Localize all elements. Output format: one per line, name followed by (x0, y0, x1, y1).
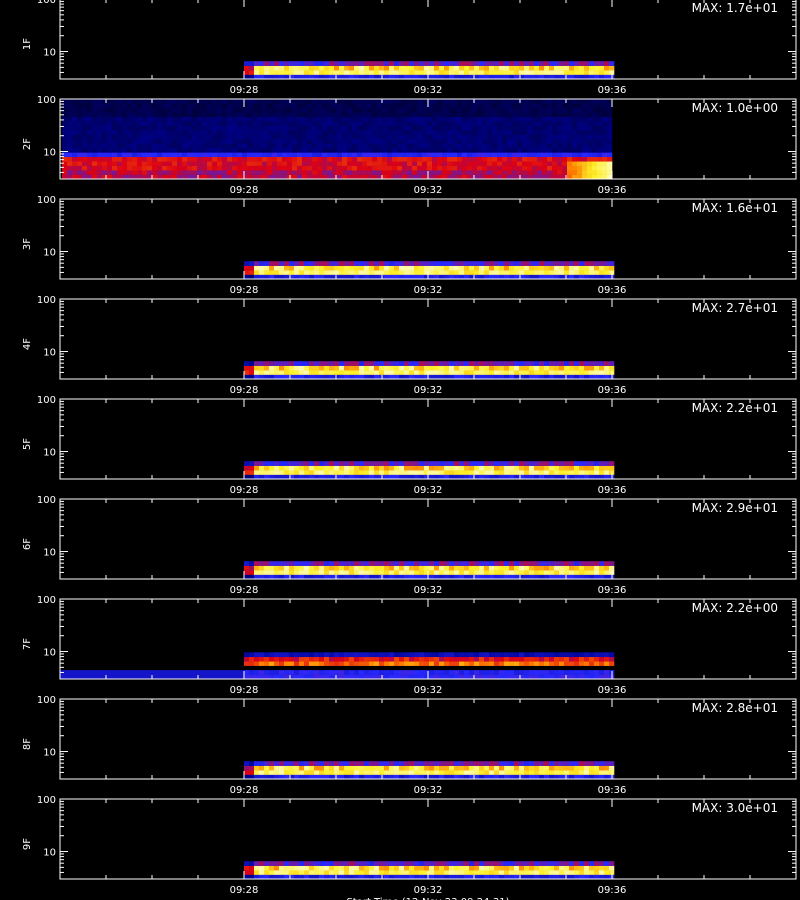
x-tick-label: 09:32 (414, 185, 443, 196)
max-label: MAX: 1.0e+00 (692, 101, 778, 115)
x-tick-label: 09:28 (230, 885, 259, 896)
y-tick-label: 10 (43, 648, 56, 659)
x-tick-label: 09:32 (414, 685, 443, 696)
x-tick-label: 09:28 (230, 485, 259, 496)
x-tick-label: 09:36 (598, 385, 627, 396)
panel-name: 7F (22, 638, 33, 650)
max-label: MAX: 1.7e+01 (692, 1, 778, 15)
panel-4f: 10 100 09:28 09:32 09:36 4F MAX: 2.7e+01 (22, 295, 797, 396)
x-tick-label: 09:28 (230, 385, 259, 396)
max-label: MAX: 2.7e+01 (692, 301, 778, 315)
heatmap-cells (244, 261, 615, 280)
y-tick-label: 10 (43, 748, 56, 759)
x-tick-label: 09:36 (598, 185, 627, 196)
x-tick-label: 09:36 (598, 485, 627, 496)
panel-5f: 10 100 09:28 09:32 09:36 5F MAX: 2.2e+01 (22, 395, 797, 496)
panel-name: 4F (22, 338, 33, 350)
y-tick-label: 100 (37, 295, 56, 306)
y-tick-label: 10 (43, 348, 56, 359)
heatmap-cells (244, 461, 615, 480)
panel-name: 1F (22, 38, 33, 50)
panel-1f: 10 100 09:28 09:32 09:36 1F MAX: 1.7e+01 (22, 0, 797, 96)
x-tick-label: 09:36 (598, 685, 627, 696)
y-tick-label: 100 (37, 595, 56, 606)
panel-8f: 10 100 09:28 09:32 09:36 8F MAX: 2.8e+01 (22, 695, 797, 796)
x-tick-label: 09:36 (598, 585, 627, 596)
heatmap-cells (244, 361, 615, 380)
panel-2f: 10 100 09:28 09:32 09:36 2F MAX: 1.0e+00 (22, 95, 797, 196)
y-tick-label: 10 (43, 548, 56, 559)
y-tick-label: 100 (37, 0, 56, 6)
max-label: MAX: 2.8e+01 (692, 701, 778, 715)
heatmap-cells (244, 61, 615, 80)
panel-name: 2F (22, 138, 33, 150)
y-tick-label: 100 (37, 495, 56, 506)
max-label: MAX: 1.6e+01 (692, 201, 778, 215)
y-tick-label: 100 (37, 195, 56, 206)
panel-name: 5F (22, 438, 33, 450)
x-tick-label: 09:28 (230, 185, 259, 196)
max-label: MAX: 3.0e+01 (692, 801, 778, 815)
max-label: MAX: 2.2e+00 (692, 601, 778, 615)
heatmap-cells (244, 761, 615, 780)
x-tick-label: 09:36 (598, 885, 627, 896)
panel-9f: 10 100 09:28 09:32 09:36 9F MAX: 3.0e+01 (22, 795, 797, 896)
panel-6f: 10 100 09:28 09:32 09:36 6F MAX: 2.9e+01 (22, 495, 797, 596)
max-label: MAX: 2.2e+01 (692, 401, 778, 415)
heatmap-cells (244, 861, 615, 880)
x-tick-label: 09:28 (230, 685, 259, 696)
x-tick-label: 09:36 (598, 85, 627, 96)
panel-7f: 10 100 09:28 09:32 09:36 7F MAX: 2.2e+00 (22, 595, 797, 696)
x-tick-label: 09:28 (230, 285, 259, 296)
x-tick-label: 09:32 (414, 785, 443, 796)
y-tick-label: 100 (37, 795, 56, 806)
panel-name: 3F (22, 238, 33, 250)
x-tick-label: 09:28 (230, 785, 259, 796)
max-label: MAX: 2.9e+01 (692, 501, 778, 515)
heatmap-cells (244, 561, 615, 580)
heatmap-cells (62, 99, 613, 180)
panel-name: 6F (22, 538, 33, 550)
y-tick-label: 10 (43, 448, 56, 459)
x-tick-label: 09:28 (230, 85, 259, 96)
y-tick-label: 10 (43, 848, 56, 859)
x-tick-label: 09:32 (414, 385, 443, 396)
y-tick-label: 10 (43, 248, 56, 259)
y-tick-label: 100 (37, 95, 56, 106)
plot-frame (59, 598, 797, 680)
x-tick-label: 09:32 (414, 285, 443, 296)
y-tick-label: 100 (37, 695, 56, 706)
panel-name: 8F (22, 738, 33, 750)
x-tick-label: 09:36 (598, 785, 627, 796)
y-tick-label: 10 (43, 48, 56, 59)
y-tick-label: 10 (43, 148, 56, 159)
x-tick-label: 09:28 (230, 585, 259, 596)
panel-name: 9F (22, 838, 33, 850)
heatmap-cells (60, 652, 615, 680)
x-tick-label: 09:32 (414, 885, 443, 896)
x-tick-label: 09:32 (414, 85, 443, 96)
x-tick-label: 09:32 (414, 585, 443, 596)
y-tick-label: 100 (37, 395, 56, 406)
x-tick-label: 09:32 (414, 485, 443, 496)
x-axis-title: Start Time (12-Nov-23 09:24:31) (346, 897, 509, 900)
panel-3f: 10 100 09:28 09:32 09:36 3F MAX: 1.6e+01 (22, 195, 797, 296)
x-tick-label: 09:36 (598, 285, 627, 296)
